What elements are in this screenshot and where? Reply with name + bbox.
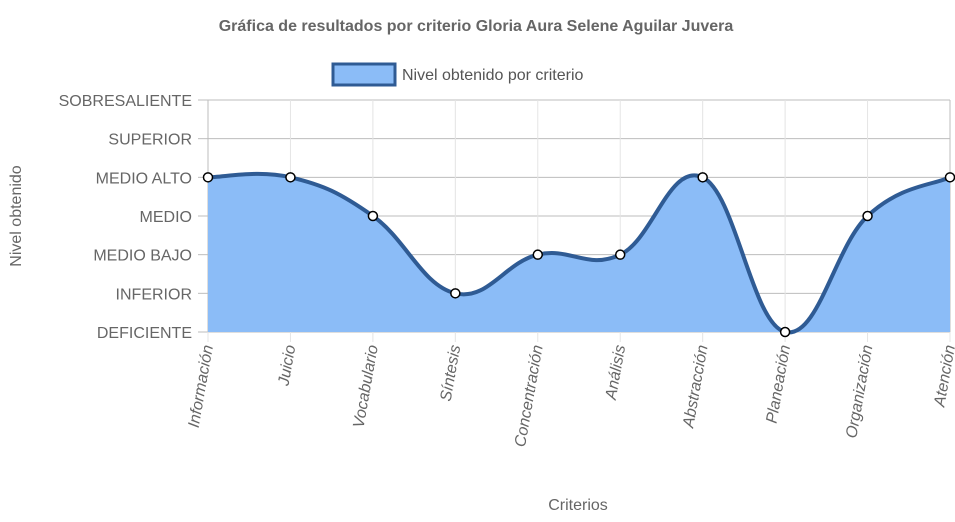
- data-point[interactable]: [697, 172, 708, 183]
- data-point[interactable]: [862, 210, 873, 222]
- y-tick-label: SUPERIOR: [108, 132, 192, 149]
- y-tick-label: MEDIO ALTO: [96, 170, 192, 187]
- data-point[interactable]: [779, 326, 791, 338]
- data-point[interactable]: [532, 249, 544, 260]
- y-tick-label: MEDIO: [140, 209, 192, 226]
- x-ticks: Información Juicio Vocabulario Síntesis Conc…: [186, 344, 955, 449]
- x-tick-label: Información: [186, 344, 217, 429]
- x-tick-label: Organización: [843, 344, 876, 440]
- y-tick-label: DEFICIENTE: [97, 325, 192, 342]
- legend[interactable]: Nivel obtenido por criterio: [331, 62, 584, 87]
- legend-label: Nivel obtenido por criterio: [402, 67, 584, 84]
- y-tick-label: MEDIO BAJO: [93, 248, 192, 265]
- chart-title: Gráfica de resultados por criterio Glori…: [219, 18, 734, 35]
- data-point[interactable]: [944, 172, 955, 183]
- y-tick-label: INFERIOR: [116, 286, 192, 303]
- y-ticks: DEFICIENTE INFERIOR MEDIO BAJO MEDIO MEDIO A…: [59, 93, 192, 342]
- x-tick-label: Atención: [931, 344, 955, 409]
- x-tick-label: Juicio: [275, 344, 299, 388]
- x-tick-label: Vocabulario: [351, 344, 382, 430]
- x-tick-label: Abstracción: [680, 344, 711, 430]
- data-point[interactable]: [614, 249, 626, 260]
- data-point[interactable]: [202, 172, 214, 183]
- x-axis-label: Criterios: [548, 497, 608, 514]
- points: [202, 172, 955, 338]
- x-tick-label: Síntesis: [438, 344, 465, 403]
- area-layer: [207, 171, 951, 335]
- x-tick-label: Planeación: [764, 344, 795, 425]
- x-tick-label: Análisis: [603, 344, 629, 402]
- series-area: [208, 173, 950, 333]
- x-tick-label: Concentración: [512, 344, 547, 449]
- data-point[interactable]: [367, 210, 379, 222]
- y-axis-label: Nivel obtenido: [8, 165, 25, 267]
- data-point[interactable]: [285, 172, 296, 183]
- data-point[interactable]: [450, 288, 461, 299]
- y-tick-label: SOBRESALIENTE: [59, 93, 192, 110]
- legend-swatch: [331, 62, 397, 87]
